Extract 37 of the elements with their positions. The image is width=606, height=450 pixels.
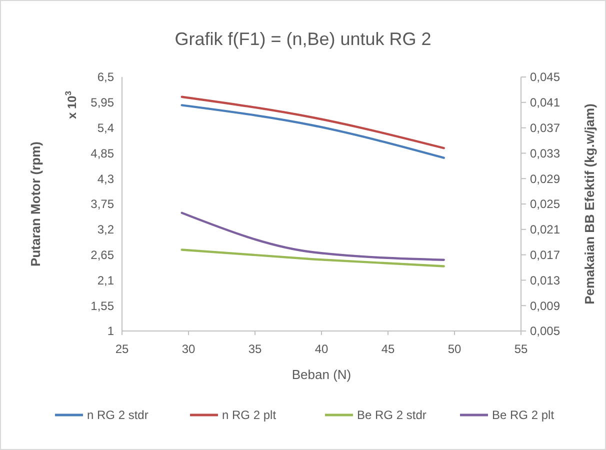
y-tick-label: 5,95 (90, 96, 114, 110)
y2-tick-label: 0,029 (530, 172, 560, 186)
x-tick-label: 55 (514, 342, 528, 356)
y2-tick-label: 0,033 (530, 146, 560, 160)
y-tick-label: 1 (107, 324, 114, 338)
y-tick-label: 4,85 (90, 146, 114, 160)
y-tick-label: 2,1 (97, 273, 114, 288)
legend-label: n RG 2 stdr (87, 408, 148, 422)
x-tick-label: 25 (115, 342, 129, 356)
y2-tick-label: 0,041 (530, 96, 560, 110)
x-tick-label: 50 (448, 342, 462, 356)
y2-tick-label: 0,021 (530, 222, 560, 237)
y-axis-title: Putaran Motor (rpm) (28, 142, 43, 266)
x-tick-label: 35 (248, 342, 262, 356)
y-tick-label: 5,4 (97, 121, 114, 135)
legend-label: Be RG 2 plt (492, 408, 555, 422)
y2-tick-label: 0,009 (530, 298, 560, 313)
y2-tick-label: 0,005 (530, 324, 560, 338)
y2-tick-label: 0,037 (530, 121, 560, 135)
legend-label: n RG 2 plt (222, 408, 277, 422)
chart-title: Grafik f(F1) = (n,Be) untuk RG 2 (174, 29, 432, 49)
y-tick-label: 1,55 (90, 298, 114, 313)
y-tick-label: 6,5 (97, 70, 114, 84)
y-tick-label: 3,2 (97, 222, 114, 237)
x-axis-title: Beban (N) (292, 367, 352, 382)
y-tick-label: 2,65 (90, 248, 114, 262)
legend-label: Be RG 2 stdr (357, 408, 426, 422)
y2-tick-label: 0,017 (530, 248, 560, 262)
y2-tick-label: 0,025 (530, 197, 560, 212)
y2-axis-title: Pemakaian BB Efektif (kg.w/jam) (582, 104, 597, 304)
y2-tick-label: 0,045 (530, 70, 560, 84)
x-tick-label: 45 (381, 342, 395, 356)
x-tick-label: 40 (314, 342, 328, 356)
y-tick-label: 3,75 (90, 197, 114, 212)
y2-tick-label: 0,013 (530, 273, 560, 288)
y-tick-label: 4,3 (97, 172, 114, 186)
x-tick-label: 30 (182, 342, 196, 356)
